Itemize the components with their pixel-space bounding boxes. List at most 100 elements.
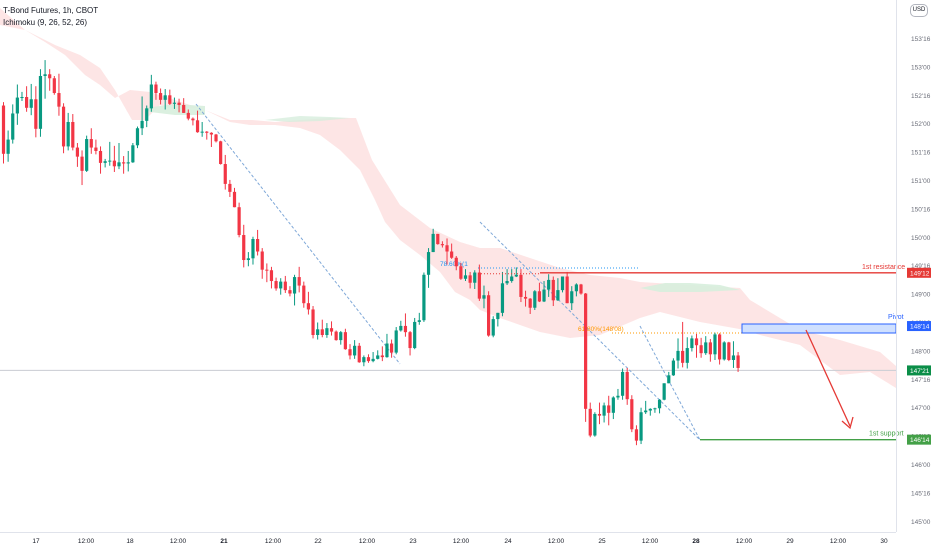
candle-body — [154, 84, 158, 94]
pivot-zone — [741, 323, 897, 334]
support-badge — [907, 434, 931, 445]
candle-body — [292, 277, 297, 294]
candle-body — [403, 325, 408, 333]
candle-body — [542, 289, 546, 302]
fib-618-label: 61.80%(148'08) — [578, 326, 624, 333]
y-tick-label: 146'00 — [911, 462, 931, 469]
candle-body — [676, 350, 680, 361]
candle-body — [362, 357, 366, 363]
candle-body — [597, 413, 602, 416]
candle-body — [94, 147, 98, 151]
candle-body — [168, 95, 172, 104]
candle-body — [551, 279, 555, 301]
candle-body — [389, 343, 394, 353]
candle-body — [15, 97, 19, 114]
candle-body — [29, 99, 33, 108]
indicator-legend[interactable]: Ichimoku (9, 26, 52, 26) — [3, 18, 88, 27]
candle-body — [52, 78, 56, 94]
candle-body — [343, 332, 347, 350]
candle-body — [131, 145, 135, 163]
candle-body — [117, 162, 121, 167]
candle-body — [519, 274, 523, 297]
candle-body — [11, 113, 15, 140]
candle-body — [602, 405, 606, 416]
candle-body — [182, 104, 186, 113]
candle-body — [20, 97, 24, 99]
candle-body — [265, 269, 269, 271]
candle-body — [214, 134, 218, 142]
candle-body — [25, 97, 29, 108]
candle-body — [334, 331, 338, 341]
candle-body — [149, 84, 153, 109]
y-tick-label: 145'16 — [911, 490, 931, 497]
x-tick-label: 23 — [409, 538, 417, 545]
candle-body — [329, 328, 334, 332]
x-tick-label: 12:00 — [265, 538, 282, 545]
candle-body — [219, 141, 223, 165]
candle-body — [514, 274, 518, 277]
candle-body — [468, 275, 472, 283]
candle-body — [459, 266, 463, 279]
projection-arrow-head — [841, 416, 854, 430]
candle-body — [48, 74, 52, 79]
pivot-badge-label: 148'14 — [910, 324, 930, 331]
y-tick-label: 145'00 — [911, 519, 931, 526]
candle-body — [205, 131, 209, 133]
candle-body — [223, 164, 227, 184]
candle-body — [463, 275, 468, 279]
y-tick-label: 150'16 — [911, 206, 931, 213]
candle-body — [694, 338, 699, 346]
candle-body — [528, 298, 532, 308]
candle-body — [98, 150, 103, 163]
candle-body — [302, 285, 306, 304]
candle-body — [630, 399, 634, 430]
candle-body — [639, 412, 643, 441]
candle-body — [43, 74, 47, 76]
x-tick-label: 29 — [786, 538, 794, 545]
x-tick-label: 12:00 — [78, 538, 95, 545]
candle-body — [560, 276, 565, 291]
y-tick-label: 147'00 — [911, 405, 931, 412]
candle-body — [685, 348, 689, 363]
candle-body — [316, 329, 320, 335]
candle-body — [593, 413, 597, 436]
candle-body — [122, 162, 126, 164]
candle-body — [34, 99, 38, 129]
projection-arrow — [805, 329, 851, 427]
candle-body — [172, 102, 177, 104]
support-badge-label: 146'14 — [910, 437, 930, 444]
trend-line-2 — [479, 221, 701, 441]
candle-body — [232, 191, 237, 208]
candle-body — [108, 160, 112, 162]
candle-body — [620, 371, 625, 396]
candle-body — [491, 319, 495, 336]
candle-body — [570, 291, 574, 304]
y-tick-label: 150'00 — [911, 235, 931, 242]
candle-body — [140, 120, 144, 129]
candle-body — [394, 330, 398, 353]
candle-body — [450, 251, 454, 258]
currency-button[interactable]: USD — [910, 4, 928, 17]
candle-body — [731, 355, 736, 360]
candle-body — [251, 239, 255, 259]
candle-body — [256, 239, 260, 252]
candle-body — [237, 207, 241, 236]
y-tick-label: 147'16 — [911, 377, 931, 384]
candle-body — [306, 303, 311, 310]
candle-body — [500, 283, 505, 313]
candle-body — [445, 245, 449, 252]
candle-body — [556, 290, 560, 301]
candle-body — [376, 355, 380, 359]
candle-body — [269, 270, 274, 282]
candle-body — [371, 358, 375, 362]
candle-body — [579, 284, 583, 294]
price-axis: 153'16 153'00 152'16 152'00 151'16 151'00 150'… — [896, 0, 931, 532]
candle-body — [487, 295, 491, 336]
candle-body — [366, 357, 371, 362]
resistance-badge — [907, 267, 931, 278]
time-axis: 17 12:00 18 12:00 21 12:00 22 12:00 23 12:00 24 12:… — [0, 532, 896, 545]
candle-body — [607, 405, 611, 413]
y-tick-label: 152'00 — [911, 121, 931, 128]
candle-body — [80, 156, 84, 171]
